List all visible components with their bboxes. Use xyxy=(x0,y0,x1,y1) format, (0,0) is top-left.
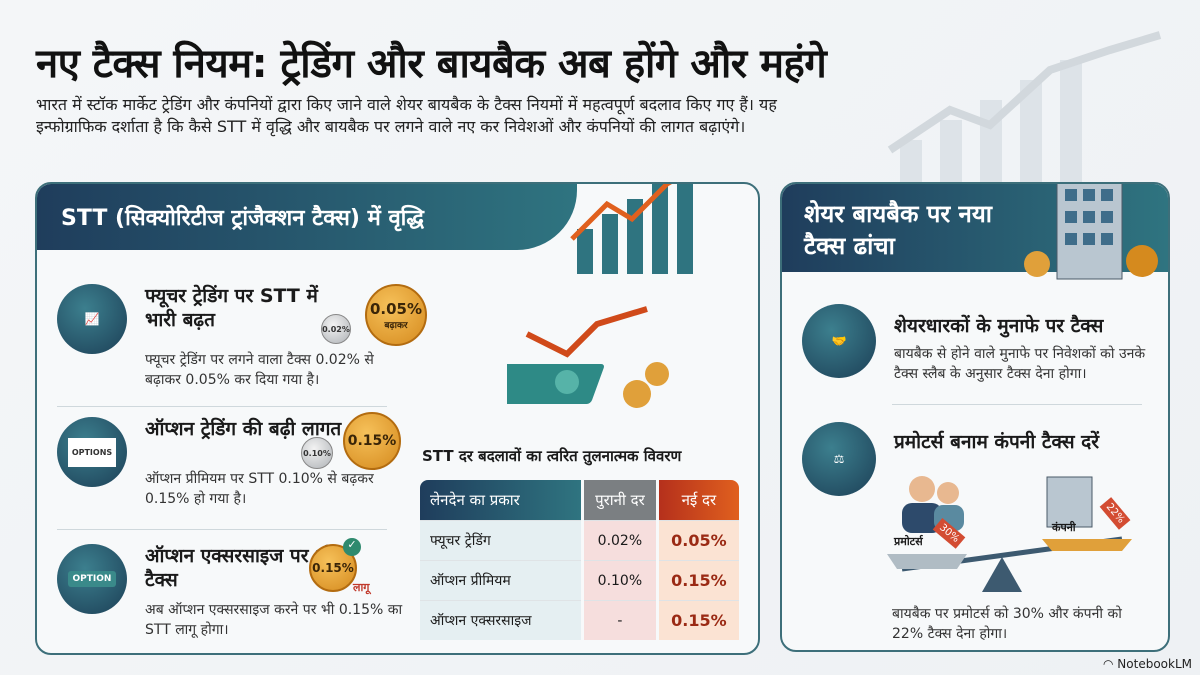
cell: 0.15% xyxy=(658,600,739,640)
laptop-chart-icon: 📈 xyxy=(57,284,127,354)
item-title: प्रमोटर्स बनाम कंपनी टैक्स दरें xyxy=(894,431,1100,453)
handshake-moneybag-icon: 🤝 xyxy=(802,304,876,378)
divider xyxy=(57,529,387,530)
divider xyxy=(892,404,1142,405)
buyback-panel: शेयर बायबैक पर नया टैक्स ढांचा 🤝 शेयरधार… xyxy=(780,182,1170,652)
option-button-icon: OPTION xyxy=(57,544,127,614)
item-title: ऑप्शन एक्सरसाइज पर भी टैक्स xyxy=(145,545,334,591)
table-row: ऑप्शन प्रीमियम 0.10% 0.15% xyxy=(420,560,739,600)
divider xyxy=(57,406,387,407)
bar-chart-coins-icon xyxy=(570,184,693,274)
coin-note: बढ़ाकर xyxy=(384,320,408,331)
cell: फ्यूचर ट्रेडिंग xyxy=(420,520,582,560)
promoters-label: प्रमोटर्स xyxy=(894,535,923,548)
item-description: बायबैक से होने वाले मुनाफे पर निवेशकों क… xyxy=(894,346,1146,382)
stt-panel: STT (सिक्योरिटीज ट्रांजैक्शन टैक्स) में … xyxy=(35,182,760,655)
table-header-row: लेनदेन का प्रकार पुरानी दर नई दर xyxy=(420,480,739,520)
cell: 0.15% xyxy=(658,560,739,600)
cell: ऑप्शन प्रीमियम xyxy=(420,560,582,600)
header-type: लेनदेन का प्रकार xyxy=(420,480,582,520)
new-rate-coin: 0.15% xyxy=(343,412,401,470)
cell: 0.05% xyxy=(658,520,739,560)
item-description: फ्यूचर ट्रेडिंग पर लगने वाला टैक्स 0.02%… xyxy=(145,352,374,388)
money-stack-icon xyxy=(507,306,669,408)
header-old-rate: पुरानी दर xyxy=(584,480,656,520)
company-label: कंपनी xyxy=(1052,521,1076,534)
old-rate-coin: 0.10% xyxy=(301,437,333,469)
stt-heading: STT (सिक्योरिटीज ट्रांजैक्शन टैक्स) में … xyxy=(37,184,577,250)
item-description: ऑप्शन प्रीमियम पर STT 0.10% से बढ़कर 0.1… xyxy=(145,471,374,507)
rates-description: बायबैक पर प्रमोटर्स को 30% और कंपनी को 2… xyxy=(892,606,1122,642)
item-title: ऑप्शन ट्रेडिंग की बढ़ी लागत xyxy=(145,418,342,440)
rate-comparison-table: लेनदेन का प्रकार पुरानी दर नई दर फ्यूचर … xyxy=(417,480,742,640)
old-rate-coin: 0.02% xyxy=(321,314,351,344)
table-row: फ्यूचर ट्रेडिंग 0.02% 0.05% xyxy=(420,520,739,560)
scales-icon: ⚖ xyxy=(802,422,876,496)
table-row: ऑप्शन एक्सरसाइज -0.15% xyxy=(420,600,739,640)
options-document-icon: OPTIONS xyxy=(57,417,127,487)
new-rate-coin: 0.05% बढ़ाकर xyxy=(365,284,427,346)
logo-icon: ◠ xyxy=(1103,657,1118,671)
intro-text: भारत में स्टॉक मार्केट ट्रेडिंग और कंपनि… xyxy=(36,95,777,136)
growth-chart-icon xyxy=(887,31,1162,190)
item-description: अब ऑप्शन एक्सरसाइज करने पर भी 0.15% का S… xyxy=(145,602,403,638)
header-new-rate: नई दर xyxy=(658,480,739,520)
page-title: नए टैक्स नियम: ट्रेडिंग और बायबैक अब हों… xyxy=(36,41,827,87)
icon-label: OPTION xyxy=(67,571,117,587)
coin-note: लागू xyxy=(353,581,370,594)
coin-value: 0.05% xyxy=(369,299,423,318)
icon-label: OPTIONS xyxy=(67,437,117,467)
buyback-heading-text: शेयर बायबैक पर नया टैक्स ढांचा xyxy=(804,200,993,260)
cell: ऑप्शन एक्सरसाइज xyxy=(420,600,582,640)
table-title: STT दर बदलावों का त्वरित तुलनात्मक विवरण xyxy=(422,447,682,465)
check-icon: ✓ xyxy=(343,538,361,556)
cell: 0.10% xyxy=(584,560,656,600)
cell: - xyxy=(584,600,656,640)
logo-text: NotebookLM xyxy=(1117,657,1192,671)
cell: 0.02% xyxy=(584,520,656,560)
notebooklm-logo: ◠ NotebookLM xyxy=(1103,657,1192,671)
item-title: फ्यूचर ट्रेडिंग पर STT में भारी बढ़त xyxy=(145,285,318,331)
office-building-icon xyxy=(1024,184,1158,280)
item-title: शेयरधारकों के मुनाफे पर टैक्स xyxy=(894,315,1104,337)
